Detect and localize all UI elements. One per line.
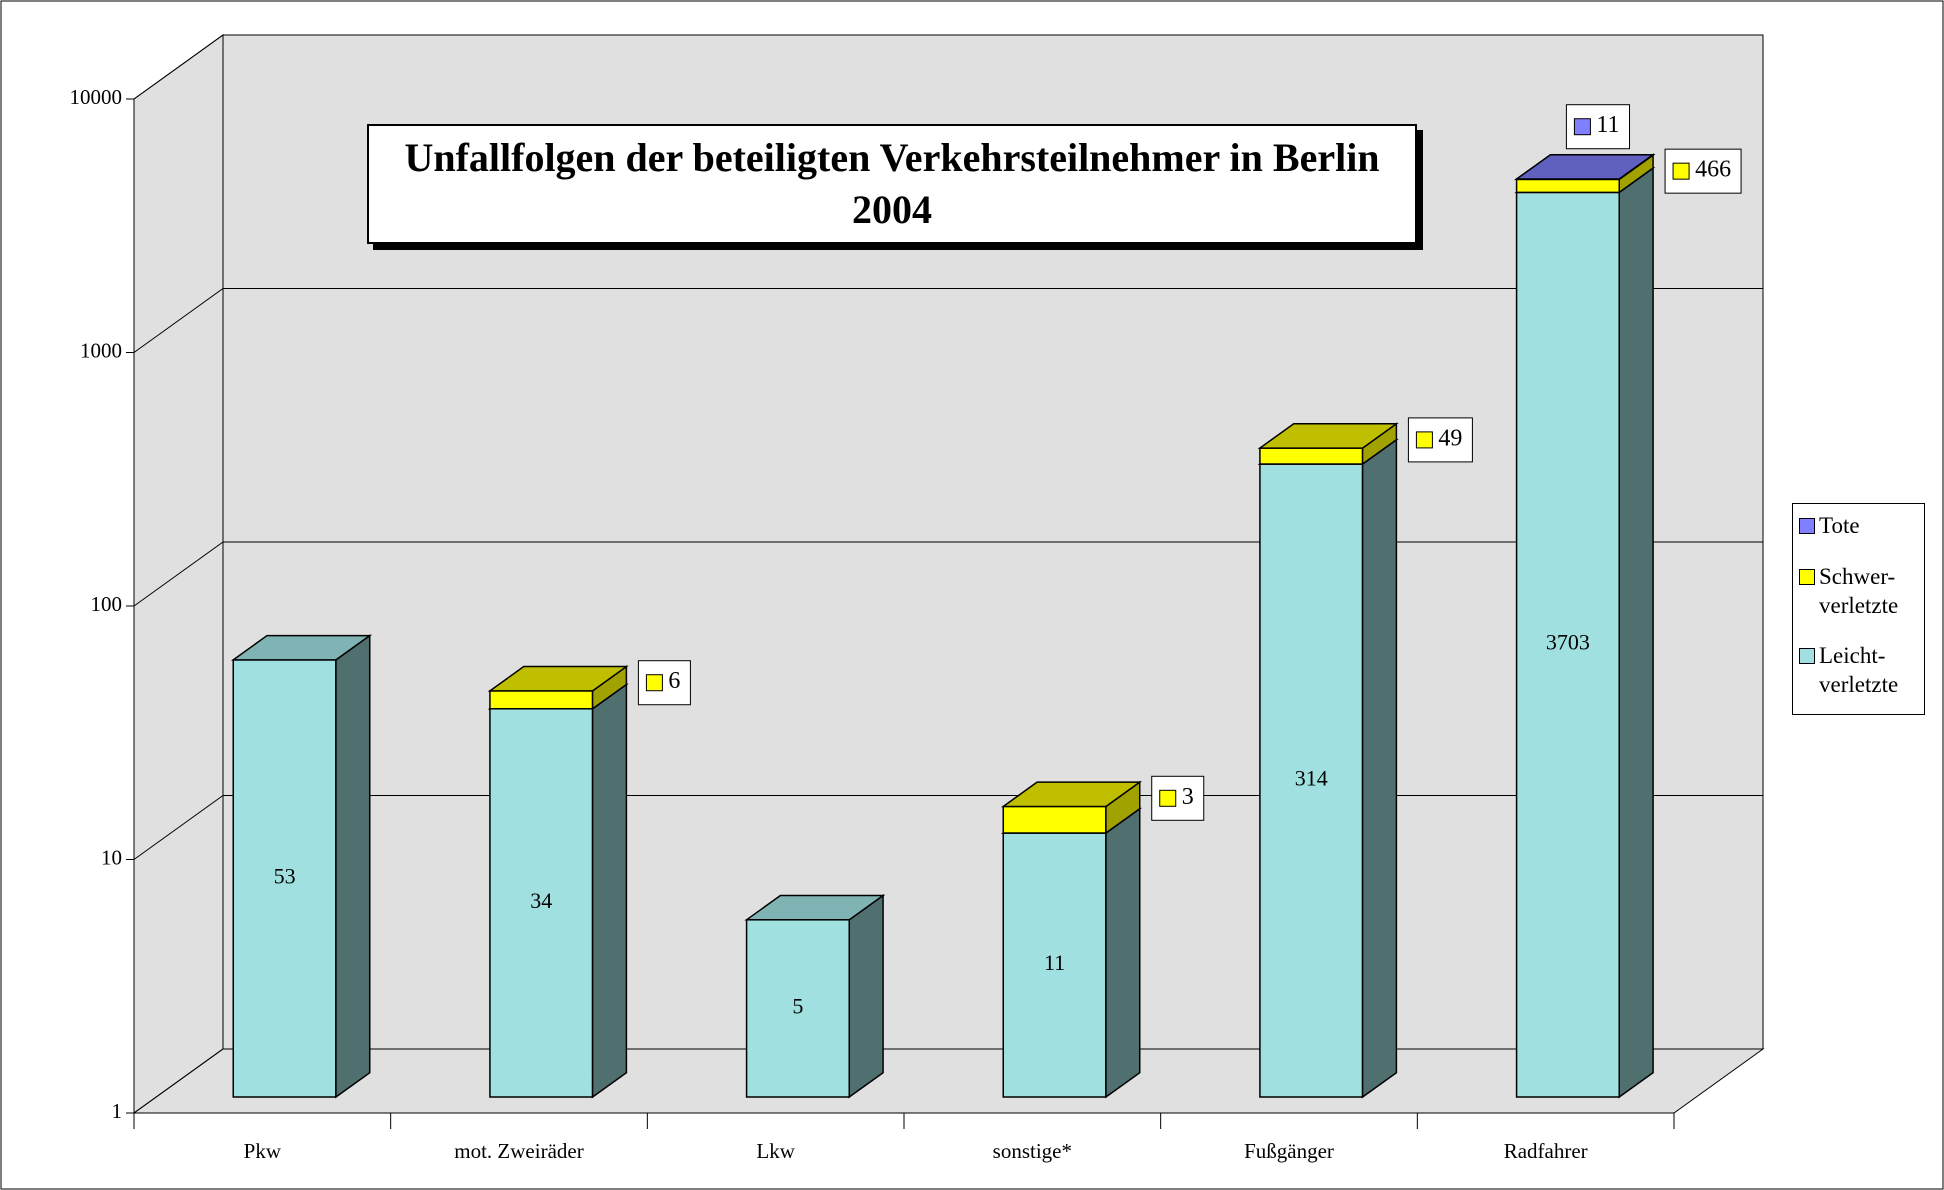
y-tick-label: 100 (91, 592, 123, 616)
x-tick-label: Lkw (756, 1139, 795, 1163)
bar-side (1105, 807, 1141, 1099)
bar-top (230, 634, 373, 661)
grid-line (133, 34, 1763, 100)
bar-segment (1514, 166, 1656, 1099)
legend-entry: Tote (1799, 512, 1918, 541)
value-label: 11 (1596, 112, 1619, 138)
value-label: 3703 (1546, 630, 1590, 655)
bar-top (487, 665, 629, 692)
bar-segment (744, 894, 886, 1099)
value-label-key (1672, 162, 1690, 180)
legend-key (1799, 518, 1815, 534)
x-tick-label: Fußgänger (1244, 1139, 1334, 1163)
legend: Tote Schwer-verletzte Leicht-verletzte (1792, 503, 1925, 715)
legend-label: Leicht-verletzte (1819, 643, 1899, 697)
x-tick-label: sonstige* (993, 1139, 1072, 1163)
bar-segment (1514, 153, 1656, 181)
y-tick-label: 10 (101, 845, 122, 869)
x-tick-label: Radfahrer (1504, 1139, 1588, 1163)
bar-segment (230, 634, 373, 1099)
value-label-key (1159, 789, 1177, 807)
value-label: 466 (1695, 157, 1731, 183)
bar-side (591, 682, 628, 1099)
bar-side (335, 634, 371, 1099)
grid-line (133, 541, 1763, 607)
bar-top (744, 894, 886, 921)
bar-front (1259, 447, 1364, 465)
chart-title: Unfallfolgen der beteiligten Verkehrstei… (367, 124, 1417, 244)
y-tick-label: 1000 (80, 338, 122, 362)
bar-front (1515, 191, 1621, 1098)
bar-segment (1000, 780, 1143, 835)
grid-line (133, 795, 1763, 860)
legend-entry: Schwer-verletzte (1799, 563, 1918, 621)
grid-line (133, 1048, 1763, 1114)
legend-label: Schwer-verletzte (1819, 563, 1899, 618)
bar-top (1257, 422, 1399, 449)
x-tick-label: Pkw (244, 1139, 282, 1163)
bar-front (1002, 805, 1107, 834)
value-label-key (1573, 118, 1591, 136)
value-label: 5 (792, 993, 803, 1018)
bar-front (1002, 832, 1107, 1098)
bar-segment (487, 682, 629, 1099)
bar-top (1514, 153, 1656, 180)
value-label: 34 (530, 888, 552, 913)
bar-segment (1257, 422, 1399, 466)
bar-side (1361, 438, 1398, 1099)
bar-top (1000, 781, 1143, 808)
bar-side (1618, 166, 1654, 1099)
bar-front (1259, 463, 1364, 1098)
value-label: 314 (1295, 766, 1328, 791)
legend-label: Tote (1819, 513, 1860, 538)
value-label: 6 (668, 668, 680, 694)
bar-side (848, 894, 884, 1099)
y-tick-label: 1 (112, 1099, 123, 1123)
value-label-key (1415, 431, 1433, 449)
bar-front (745, 919, 850, 1098)
legend-entry: Leicht-verletzte (1799, 642, 1918, 700)
value-label: 3 (1182, 784, 1194, 810)
value-label-key (645, 674, 663, 692)
x-tick-label: mot. Zweiräder (454, 1139, 583, 1163)
legend-key (1799, 568, 1815, 585)
value-label: 53 (274, 863, 296, 888)
bar-front (1515, 178, 1621, 194)
y-tick-label: 10000 (70, 85, 123, 109)
bar-segment (487, 665, 629, 711)
bar-segment (1000, 807, 1143, 1099)
grid-line (133, 288, 1763, 353)
bar-front (489, 690, 594, 710)
legend-key (1799, 648, 1815, 665)
value-label: 11 (1044, 950, 1065, 975)
bar-segment (1257, 438, 1399, 1099)
value-label: 49 (1438, 425, 1462, 451)
bar-front (232, 659, 337, 1098)
